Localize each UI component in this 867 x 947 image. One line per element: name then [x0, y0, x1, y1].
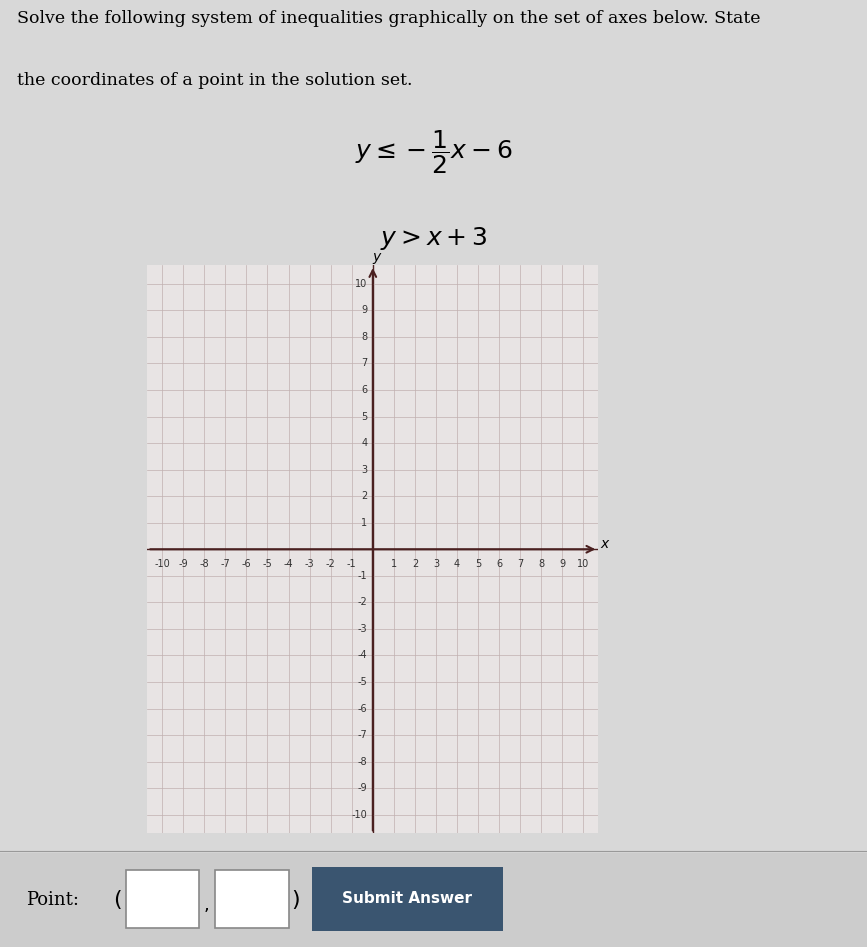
- Text: -9: -9: [179, 559, 188, 568]
- Text: 8: 8: [538, 559, 544, 568]
- Text: 10: 10: [577, 559, 590, 568]
- Text: -8: -8: [358, 757, 368, 767]
- Text: 7: 7: [517, 559, 524, 568]
- Text: -1: -1: [358, 571, 368, 581]
- Text: 1: 1: [362, 518, 368, 527]
- Text: -5: -5: [263, 559, 272, 568]
- Text: $y > x + 3$: $y > x + 3$: [380, 225, 487, 252]
- Text: 10: 10: [355, 278, 368, 289]
- Text: 8: 8: [362, 331, 368, 342]
- Text: 2: 2: [412, 559, 418, 568]
- Text: -4: -4: [284, 559, 293, 568]
- Text: 9: 9: [362, 305, 368, 315]
- Text: -3: -3: [305, 559, 315, 568]
- Text: 4: 4: [454, 559, 460, 568]
- Text: ,: ,: [204, 896, 209, 915]
- Text: 1: 1: [391, 559, 397, 568]
- Text: -9: -9: [358, 783, 368, 794]
- Text: 4: 4: [362, 438, 368, 448]
- Text: -2: -2: [326, 559, 336, 568]
- Text: 6: 6: [496, 559, 502, 568]
- Text: -6: -6: [242, 559, 251, 568]
- Text: y: y: [373, 250, 381, 264]
- Text: -8: -8: [199, 559, 209, 568]
- FancyBboxPatch shape: [215, 870, 289, 928]
- Text: -4: -4: [358, 651, 368, 660]
- Text: Solve the following system of inequalities graphically on the set of axes below.: Solve the following system of inequaliti…: [17, 10, 761, 27]
- Text: -1: -1: [347, 559, 356, 568]
- Text: 3: 3: [362, 465, 368, 474]
- Text: -6: -6: [358, 704, 368, 714]
- Text: (: (: [113, 890, 121, 910]
- Text: 9: 9: [559, 559, 565, 568]
- Text: -5: -5: [358, 677, 368, 687]
- Text: Submit Answer: Submit Answer: [342, 890, 473, 905]
- Text: x: x: [600, 538, 609, 551]
- Text: -2: -2: [358, 598, 368, 607]
- Text: the coordinates of a point in the solution set.: the coordinates of a point in the soluti…: [17, 72, 413, 89]
- Text: -7: -7: [220, 559, 231, 568]
- Text: 6: 6: [362, 384, 368, 395]
- Text: 3: 3: [433, 559, 439, 568]
- Text: $y \leq -\dfrac{1}{2}x - 6$: $y \leq -\dfrac{1}{2}x - 6$: [355, 128, 512, 175]
- FancyBboxPatch shape: [0, 853, 867, 947]
- Text: 5: 5: [475, 559, 481, 568]
- FancyBboxPatch shape: [312, 867, 503, 932]
- Text: -10: -10: [352, 810, 368, 820]
- Text: ): ): [291, 890, 300, 910]
- Text: -3: -3: [358, 624, 368, 634]
- Text: 2: 2: [362, 491, 368, 501]
- Text: 5: 5: [362, 412, 368, 421]
- Text: -10: -10: [154, 559, 170, 568]
- Text: 7: 7: [362, 358, 368, 368]
- Text: -7: -7: [358, 730, 368, 741]
- FancyBboxPatch shape: [126, 870, 199, 928]
- Text: Point:: Point:: [26, 891, 79, 909]
